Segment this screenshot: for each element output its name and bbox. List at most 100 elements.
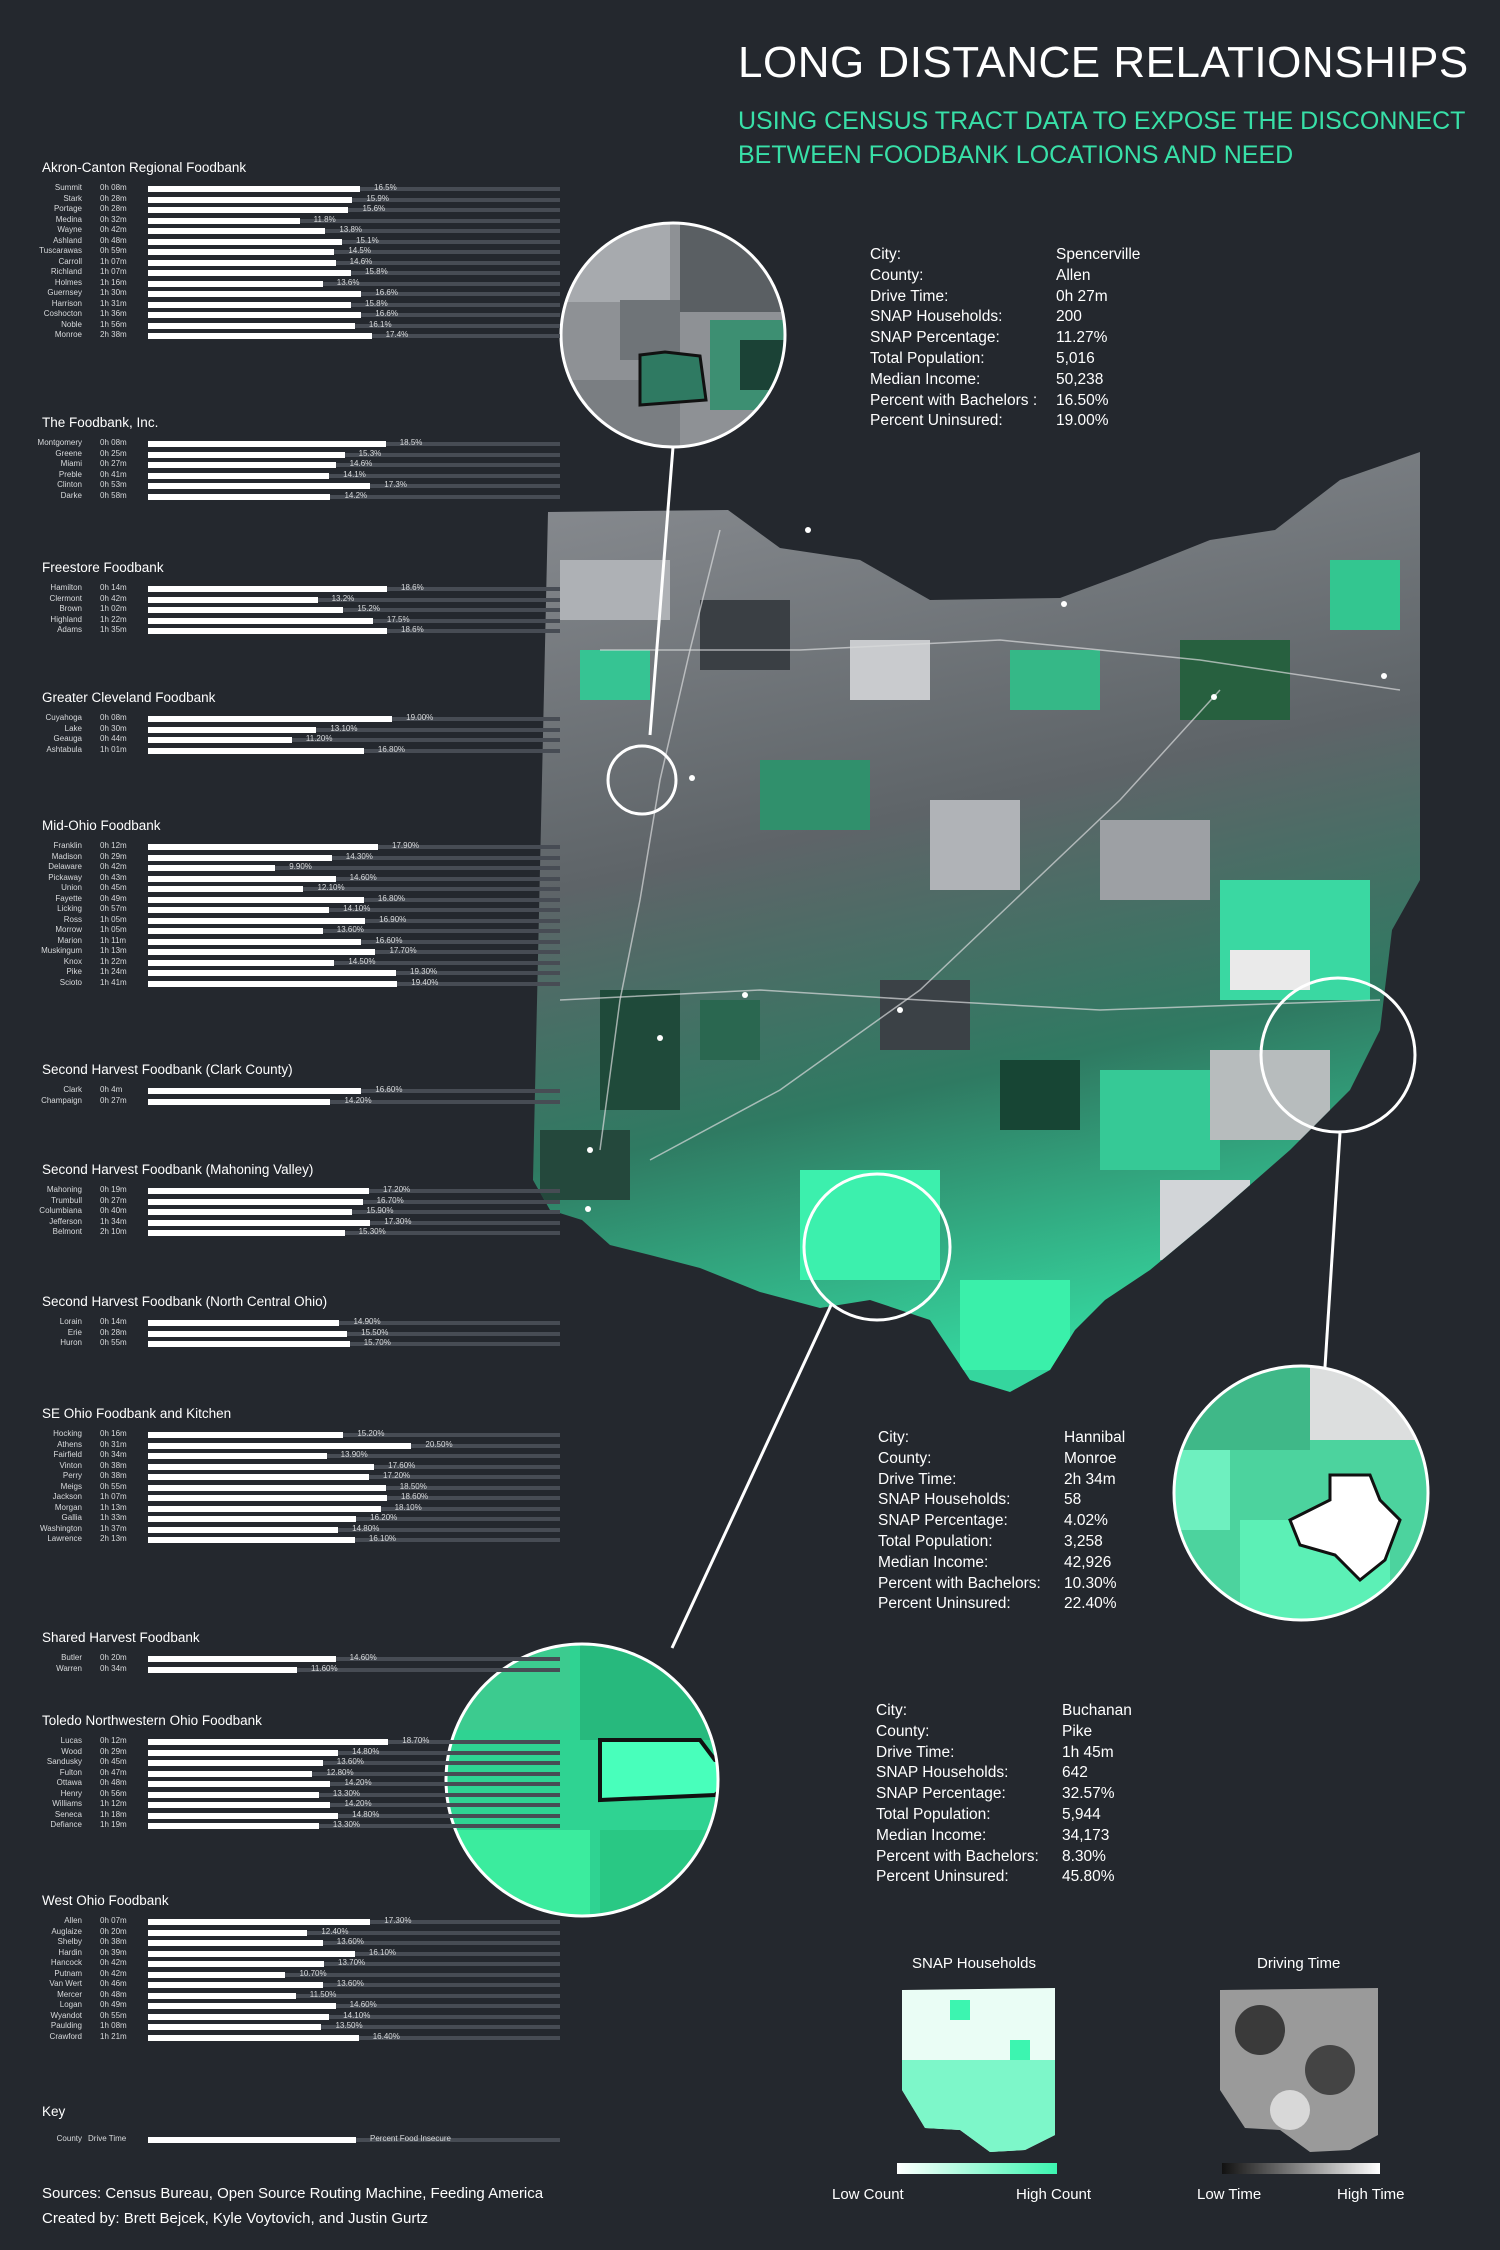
bar-row: Trumbull 0h 27m 16.70% (0, 1196, 560, 1206)
food-insecurity-bar (148, 959, 335, 966)
bar-track (330, 1782, 560, 1786)
drive-time-label: 0h 12m (100, 1736, 127, 1745)
food-insecurity-bar (148, 441, 386, 447)
county-label: Fayette (55, 893, 82, 903)
bar-track (312, 1771, 560, 1776)
percent-label: 14.20% (344, 1095, 372, 1105)
bar-track (297, 1667, 560, 1672)
percent-label: 16.10% (368, 1947, 397, 1957)
percent-label: 18.6% (401, 625, 424, 634)
drive-time-label: 0h 42m (100, 225, 127, 234)
bar-row: Franklin 0h 12m 17.90% (0, 841, 560, 851)
foodbank-name: West Ohio Foodbank (42, 1893, 169, 1908)
bar-track (291, 738, 560, 742)
percent-label: 16.10% (368, 1534, 397, 1543)
foodbank-name: Akron-Canton Regional Foodbank (42, 160, 247, 175)
food-insecurity-bar (148, 1442, 412, 1449)
drive-time-label: 0h 55m (100, 1338, 127, 1347)
food-insecurity-bar (148, 628, 387, 634)
bar-track (295, 1993, 560, 1998)
food-insecurity-bar (148, 1802, 331, 1808)
food-insecurity-bar (148, 1463, 375, 1470)
percent-label: 19.30% (410, 967, 438, 976)
bar-row: Cuyahoga 0h 08m 19.00% (0, 713, 560, 723)
drive-time-label: 0h 38m (100, 1937, 127, 1946)
bar-row: Lucas 0h 12m 18.70% (0, 1736, 560, 1746)
bar-row: Clermont 0h 42m 13.2% (0, 594, 560, 604)
bar-track (285, 1972, 560, 1977)
food-insecurity-bar (148, 907, 330, 913)
drive-time-label: 0h 28m (100, 1327, 127, 1337)
county-label: Belmont (52, 1227, 82, 1236)
county-label: Tuscarawas (39, 246, 82, 255)
bar-row: Mercer 0h 48m 11.50% (0, 1989, 560, 2000)
bar-track (338, 1813, 560, 1818)
percent-label: 14.30% (345, 851, 373, 861)
percent-label: 16.40% (372, 2031, 400, 2041)
bar-track (360, 187, 560, 191)
drive-time-label: 0h 49m (100, 2000, 127, 2009)
county-label: Perry (62, 1471, 82, 1480)
bar-row: Noble 1h 56m 16.1% (0, 320, 560, 330)
county-label: Highland (50, 614, 82, 624)
food-insecurity-bar (148, 1453, 327, 1459)
county-label: Shelby (57, 1937, 82, 1946)
percent-label: 15.90% (366, 1206, 394, 1215)
page-title: LONG DISTANCE RELATIONSHIPS (738, 38, 1469, 87)
bar-track (322, 929, 560, 933)
percent-label: 14.1% (343, 469, 366, 479)
drive-time-label: 0h 34m (100, 1450, 127, 1459)
percent-label: 13.30% (332, 1820, 361, 1829)
drive-time-label: 0h 19m (100, 1185, 127, 1194)
bar-row: Huron 0h 55m 15.70% (0, 1338, 560, 1348)
food-insecurity-bar (148, 1198, 363, 1205)
county-label: Mahoning (46, 1185, 82, 1194)
percent-label: 17.20% (383, 1471, 411, 1480)
food-insecurity-bar (148, 217, 300, 224)
percent-label: 16.5% (374, 183, 397, 192)
bar-row: Holmes 1h 16m 13.6% (0, 278, 560, 288)
subtitle-line: BETWEEN FOODBANK LOCATIONS AND NEED (738, 141, 1294, 169)
drive-time-label: 0h 08m (100, 438, 127, 447)
drive-time-label: 0h 57m (100, 904, 127, 913)
county-label: Jackson (52, 1492, 82, 1501)
food-insecurity-bar (148, 2034, 359, 2041)
county-label: Marion (57, 935, 82, 945)
drive-time-label: 2h 13m (100, 1534, 127, 1543)
bar-row: Miami 0h 27m 14.6% (0, 459, 560, 469)
bar-track (335, 260, 560, 265)
food-insecurity-bar (148, 726, 317, 733)
info-box-hannibal: City: Hannibal County: Monroe Drive Time: 2… (878, 1429, 1126, 1613)
bar-row: Licking 0h 57m 14.10% (0, 904, 560, 914)
bar-track (344, 452, 560, 457)
bar-row: Vinton 0h 38m 17.60% (0, 1461, 560, 1471)
food-insecurity-bar (148, 322, 355, 329)
food-insecurity-bar (148, 1341, 350, 1347)
percent-label: 19.00% (406, 713, 434, 722)
drive-time-label: 0h 48m (100, 1989, 127, 1999)
bar-track (362, 1199, 560, 1204)
bar-row: Coshocton 1h 36m 16.6% (0, 309, 560, 319)
bar-track (356, 1517, 560, 1521)
county-label: Clinton (57, 480, 82, 489)
percent-label: 13.60% (336, 925, 364, 934)
info-box-spencerville: City: Spencerville County: Allen Drive Tim… (870, 246, 1141, 430)
drive-time-label: 0h 53m (100, 480, 127, 489)
bar-track (316, 727, 560, 732)
county-label: Champaign (41, 1095, 82, 1105)
percent-label: 16.90% (379, 914, 407, 924)
food-insecurity-bar (148, 1971, 286, 1978)
bar-track (351, 271, 560, 275)
drive-time-label: 1h 36m (100, 309, 127, 318)
food-insecurity-bar (148, 1505, 381, 1512)
bar-track (321, 2025, 560, 2029)
county-label: Delaware (48, 862, 82, 871)
bar-row: Ashtabula 1h 01m 16.80% (0, 745, 560, 755)
food-insecurity-bar (148, 875, 336, 882)
bar-track (378, 845, 560, 849)
food-insecurity-bar (148, 1781, 331, 1787)
bar-track (342, 239, 560, 244)
food-insecurity-bar (148, 2003, 336, 2009)
percent-label: 14.10% (343, 2010, 371, 2020)
bar-row: Fayette 0h 49m 16.80% (0, 893, 560, 904)
